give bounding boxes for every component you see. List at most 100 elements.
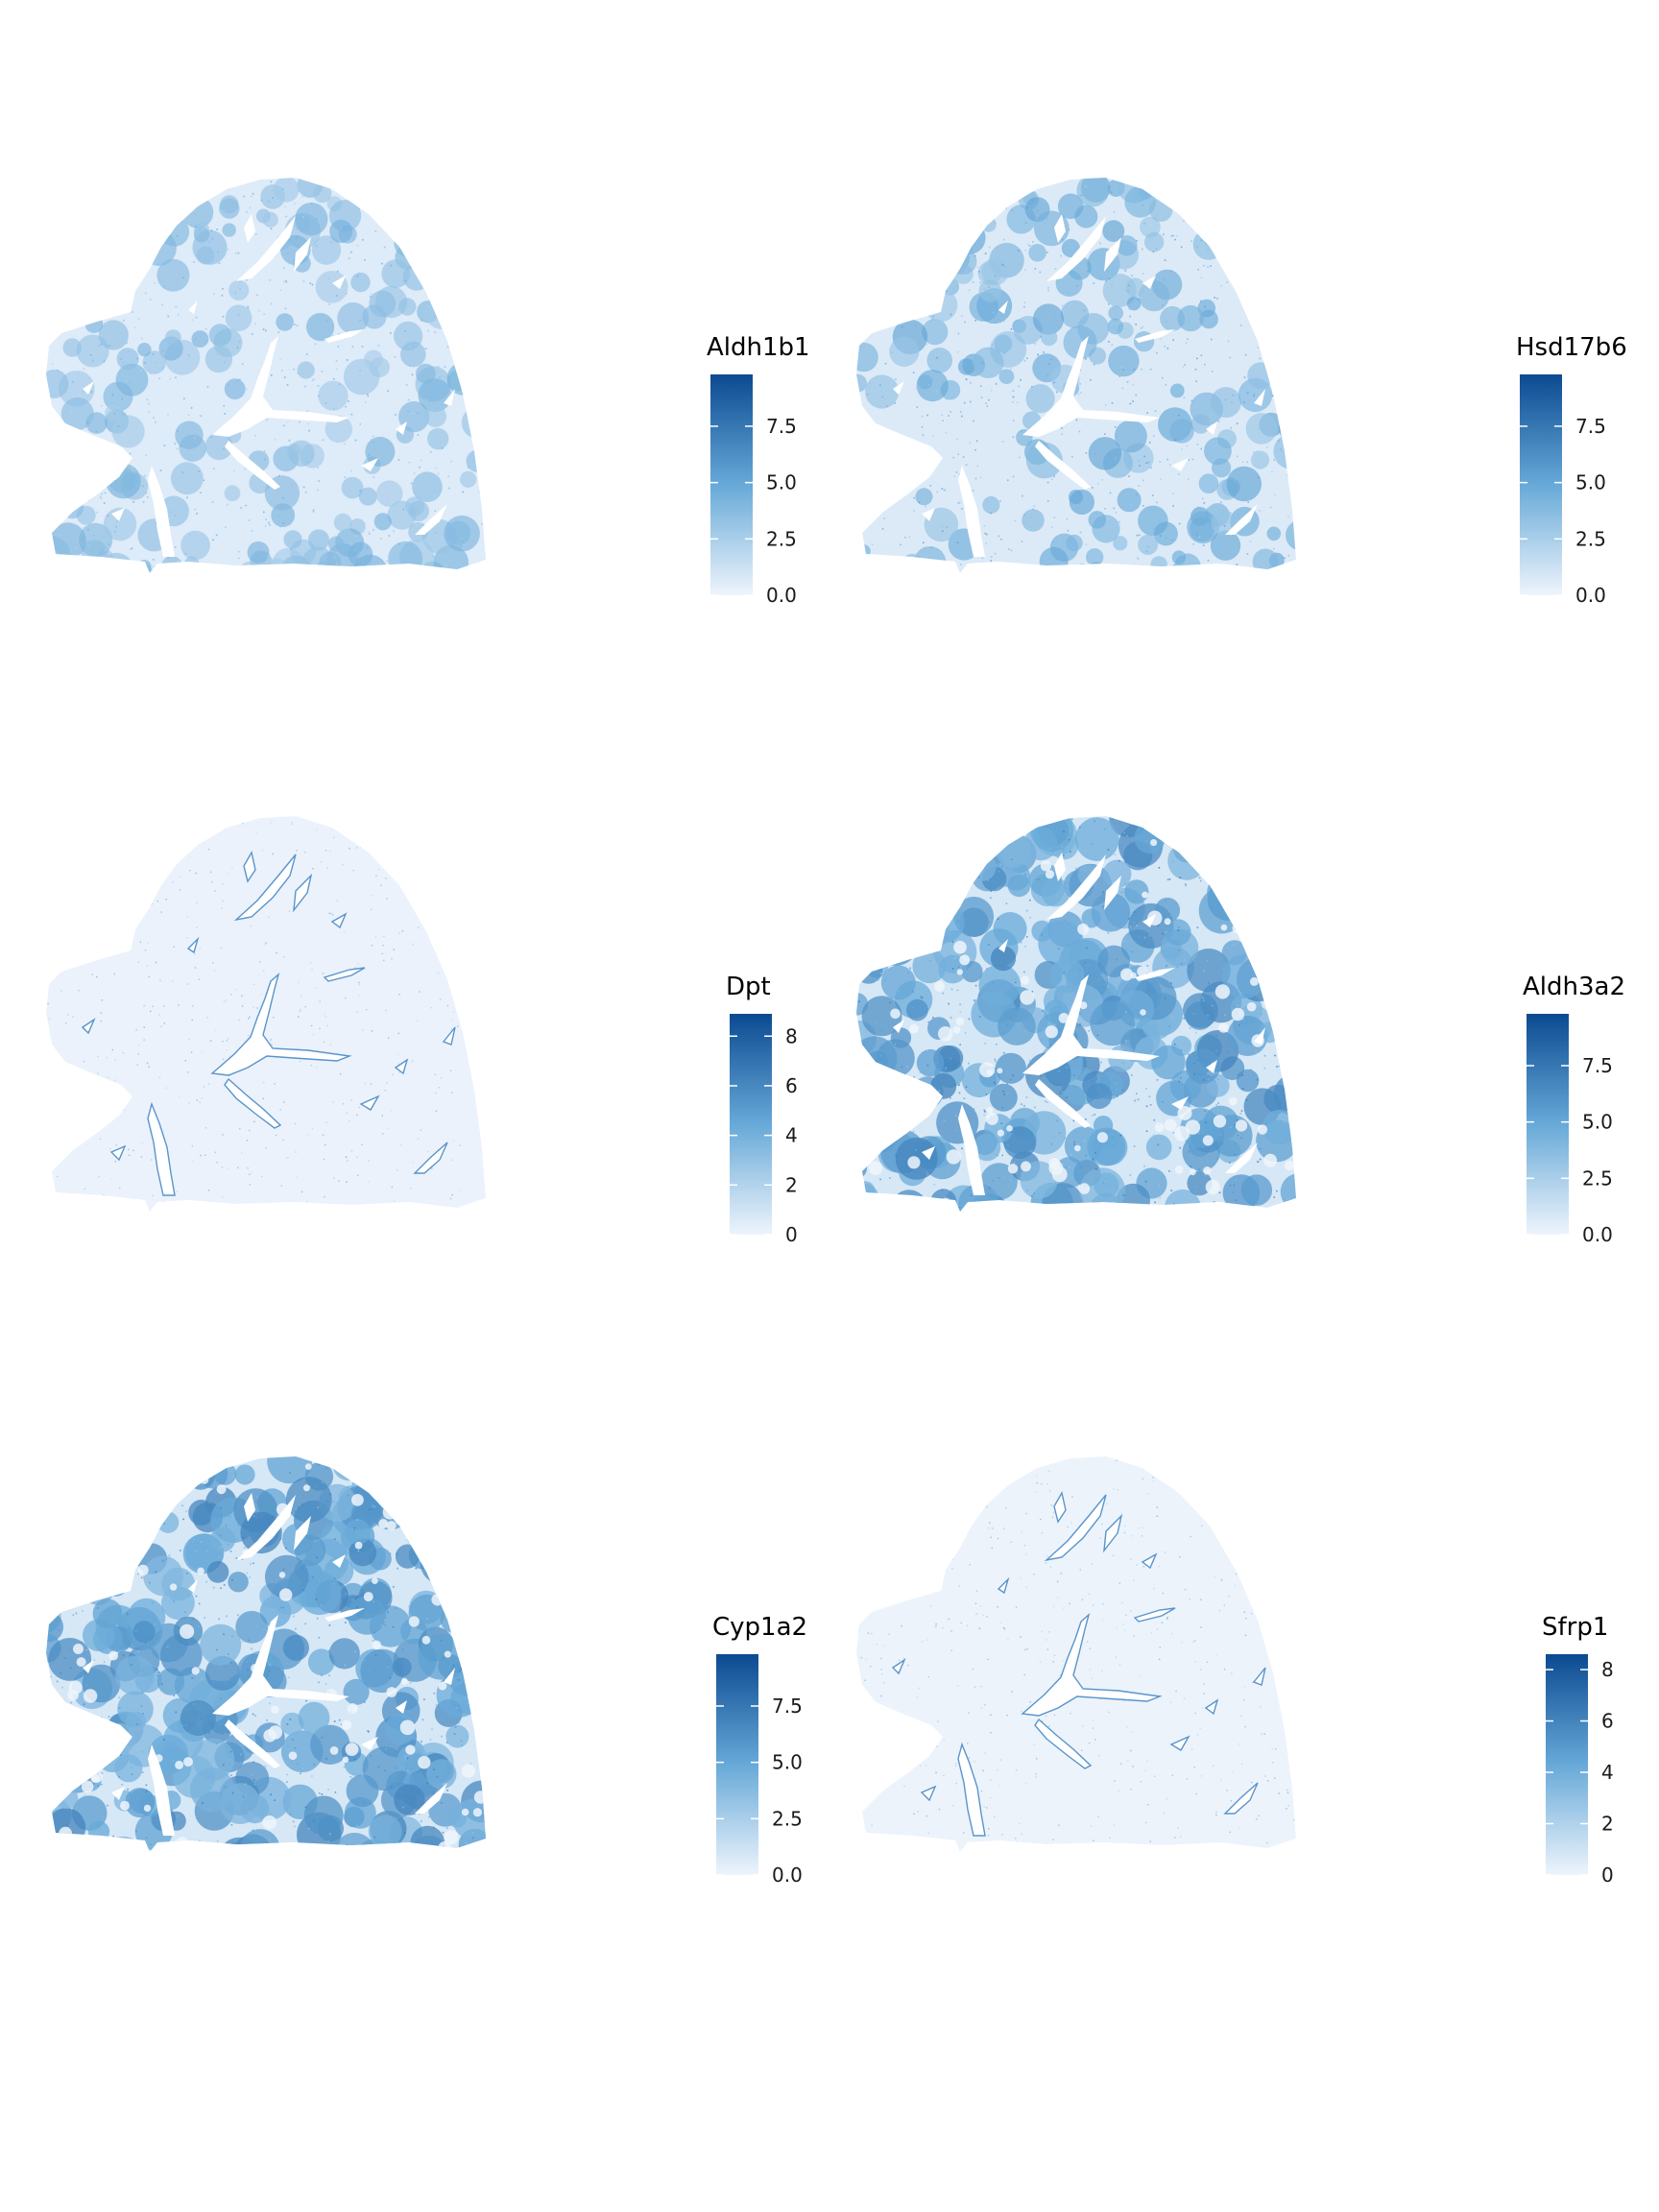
expression-speck xyxy=(114,1583,116,1585)
expression-speck xyxy=(302,216,304,218)
vessel-7 xyxy=(415,1783,447,1814)
expression-speck xyxy=(958,268,961,271)
expression-speck xyxy=(481,1815,484,1816)
expression-speck xyxy=(1248,1131,1250,1133)
expression-speck xyxy=(1061,304,1064,307)
expression-speck xyxy=(1278,268,1280,271)
expression-speck xyxy=(968,1018,971,1021)
expression-speck xyxy=(856,858,857,861)
expression-speck xyxy=(1121,387,1124,390)
expression-speck xyxy=(363,1475,365,1478)
expression-speck xyxy=(1170,537,1173,540)
expression-speck xyxy=(1295,1087,1296,1089)
expression-speck xyxy=(1237,1119,1238,1121)
expression-speck xyxy=(1200,276,1203,278)
expression-speck xyxy=(89,464,92,467)
expression-speck xyxy=(1246,461,1249,464)
expression-speck xyxy=(86,246,88,248)
expression-speck xyxy=(983,1472,985,1474)
expression-speck xyxy=(381,1115,383,1117)
expression-zone xyxy=(87,1820,110,1842)
expression-speck xyxy=(864,1559,866,1562)
expression-speck xyxy=(1135,493,1138,496)
expression-speck xyxy=(887,563,889,565)
expression-speck xyxy=(882,1645,885,1647)
expression-speck xyxy=(937,1096,939,1099)
expression-speck xyxy=(1204,1055,1207,1058)
expression-speck xyxy=(469,256,471,259)
expression-speck xyxy=(1159,461,1162,463)
expression-speck xyxy=(1118,1664,1121,1666)
expression-speck xyxy=(78,1718,80,1719)
expression-speck xyxy=(107,1104,108,1106)
expression-speck xyxy=(322,439,325,442)
expression-speck xyxy=(254,323,256,325)
expression-speck xyxy=(59,1595,60,1597)
expression-speck xyxy=(238,550,240,553)
expression-speck xyxy=(1163,840,1166,842)
expression-speck xyxy=(934,1086,936,1089)
expression-speck xyxy=(467,467,469,469)
expression-speck xyxy=(1086,923,1089,926)
expression-speck xyxy=(370,296,372,298)
expression-speck xyxy=(364,259,366,261)
expression-speck xyxy=(995,383,998,385)
expression-speck xyxy=(218,1633,221,1635)
expression-speck xyxy=(914,186,917,188)
expression-speck xyxy=(212,539,214,541)
expression-zone xyxy=(1081,908,1101,928)
expression-speck xyxy=(1010,858,1013,860)
expression-speck xyxy=(104,295,106,298)
expression-speck xyxy=(148,1066,150,1068)
expression-speck xyxy=(220,1587,222,1589)
expression-speck xyxy=(115,193,117,195)
expression-speck xyxy=(131,547,133,549)
expression-speck xyxy=(237,1614,239,1617)
expression-speck xyxy=(106,545,108,548)
expression-speck xyxy=(1109,492,1112,494)
expression-speck xyxy=(186,937,188,939)
expression-speck xyxy=(136,1457,138,1459)
expression-speck xyxy=(1275,1748,1277,1750)
expression-speck xyxy=(214,1656,217,1658)
expression-speck xyxy=(85,490,87,492)
expression-speck xyxy=(321,1793,324,1795)
expression-speck xyxy=(211,238,214,240)
expression-speck xyxy=(868,819,870,821)
low-zone xyxy=(979,1062,996,1078)
expression-speck xyxy=(1287,1473,1289,1476)
expression-zone xyxy=(1249,944,1271,967)
expression-speck xyxy=(272,197,274,199)
expression-speck xyxy=(306,1209,308,1211)
expression-speck xyxy=(347,1219,348,1220)
expression-speck xyxy=(1218,214,1220,217)
expression-speck xyxy=(1301,475,1303,477)
low-zone xyxy=(959,954,971,966)
expression-speck xyxy=(1224,1014,1226,1017)
expression-speck xyxy=(100,1020,102,1022)
expression-zone xyxy=(906,998,928,1022)
expression-speck xyxy=(358,272,361,275)
expression-zone xyxy=(924,288,958,323)
expression-speck xyxy=(1034,878,1036,880)
vessel-12 xyxy=(396,421,407,435)
expression-speck xyxy=(1273,459,1275,461)
expression-speck xyxy=(375,1545,378,1548)
expression-speck xyxy=(1058,1132,1061,1134)
expression-speck xyxy=(1285,983,1286,986)
low-zone xyxy=(342,1756,349,1763)
expression-speck xyxy=(383,1217,384,1218)
expression-speck xyxy=(252,1750,253,1753)
expression-speck xyxy=(483,937,486,939)
expression-speck xyxy=(367,1730,370,1732)
expression-speck xyxy=(428,1815,430,1818)
expression-speck xyxy=(1190,399,1192,402)
expression-speck xyxy=(1153,1587,1155,1590)
expression-speck xyxy=(1107,849,1110,851)
expression-speck xyxy=(1094,1167,1097,1170)
low-zone xyxy=(1150,839,1158,847)
expression-speck xyxy=(353,1527,356,1529)
expression-speck xyxy=(294,1825,296,1828)
